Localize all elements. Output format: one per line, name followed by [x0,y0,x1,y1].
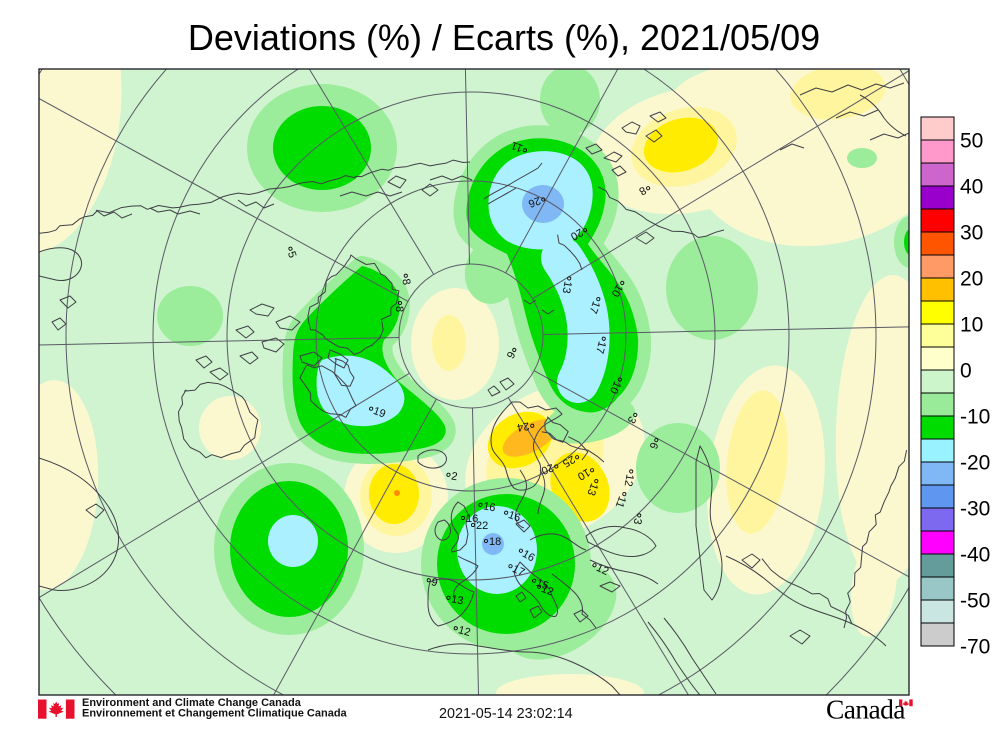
svg-text:17: 17 [586,300,601,316]
svg-text:16: 16 [520,548,537,565]
svg-text:17: 17 [510,563,526,579]
svg-text:8: 8 [399,278,412,286]
svg-text:-70: -70 [960,636,990,659]
svg-text:18: 18 [489,536,501,548]
svg-text:12: 12 [540,583,556,598]
svg-text:10: 10 [960,314,983,337]
svg-text:16: 16 [466,513,478,525]
svg-text:12: 12 [457,624,472,639]
svg-text:-50: -50 [960,590,990,613]
svg-text:6: 6 [504,349,517,360]
svg-text:10: 10 [575,466,592,483]
svg-text:50: 50 [960,130,983,153]
svg-text:9: 9 [430,576,439,589]
svg-text:-10: -10 [960,406,990,429]
svg-text:24: 24 [516,419,530,433]
svg-text:2: 2 [450,470,458,483]
svg-text:12: 12 [622,473,636,487]
svg-text:-40: -40 [960,544,990,567]
svg-text:19: 19 [372,405,388,420]
svg-text:20: 20 [960,268,983,291]
svg-text:13: 13 [584,482,599,498]
svg-text:-20: -20 [960,452,990,475]
svg-text:5: 5 [285,250,298,260]
svg-text:3: 3 [625,414,638,425]
svg-text:22: 22 [476,520,488,532]
svg-text:16: 16 [482,500,496,514]
svg-text:13: 13 [450,593,464,607]
svg-text:30: 30 [960,222,983,245]
svg-text:17: 17 [593,340,608,355]
svg-text:20: 20 [568,226,585,243]
svg-text:Environnement et Changement Cl: Environnement et Changement Climatique C… [82,708,348,720]
svg-text:-30: -30 [960,498,990,521]
svg-text:8: 8 [637,184,648,197]
svg-text:6: 6 [647,441,660,451]
svg-text:11: 11 [613,495,628,510]
svg-text:26: 26 [527,194,543,209]
svg-text:13: 13 [560,280,574,294]
svg-text:Environment and Climate Change: Environment and Climate Change Canada [82,697,302,709]
svg-text:2021-05-14 23:02:14: 2021-05-14 23:02:14 [439,706,573,722]
svg-text:3: 3 [631,517,644,525]
svg-text:11: 11 [510,139,525,154]
svg-text:10: 10 [607,379,623,395]
svg-text:16: 16 [507,509,523,524]
svg-text:10: 10 [609,282,626,299]
svg-text:Deviations (%) / Ecarts (%), 2: Deviations (%) / Ecarts (%), 2021/05/09 [188,17,820,58]
svg-text:Canada: Canada [826,694,905,725]
svg-text:8: 8 [393,306,405,312]
svg-text:20: 20 [540,461,556,476]
svg-text:12: 12 [594,562,610,578]
svg-text:40: 40 [960,176,983,199]
svg-text:25: 25 [560,453,577,470]
svg-text:0: 0 [960,360,972,383]
